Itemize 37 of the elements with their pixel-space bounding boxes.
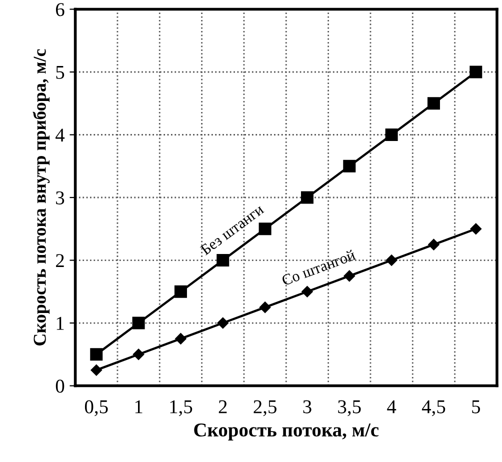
- x-tick-label: 1,5: [170, 400, 192, 416]
- x-tick-label: 1: [135, 400, 142, 414]
- point: [470, 66, 482, 78]
- y-tick-label: 3: [56, 191, 64, 204]
- y-tick-label: 5: [56, 66, 64, 79]
- point: [216, 254, 230, 267]
- point: [343, 160, 356, 172]
- x-tick-label: 4,5: [422, 400, 446, 416]
- point: [217, 317, 228, 329]
- point: [90, 348, 103, 361]
- x-tick-label: 3,5: [338, 400, 361, 416]
- y-tick-label: 0: [56, 380, 64, 393]
- x-tick-label: 5: [472, 400, 480, 414]
- point: [470, 223, 482, 234]
- x-tick-label: 3: [303, 400, 312, 414]
- y-tick-label: 4: [56, 128, 65, 142]
- x-tick-label: 0,5: [84, 400, 108, 416]
- point: [385, 128, 398, 141]
- point: [300, 191, 314, 204]
- y-tick-label: 2: [56, 254, 64, 268]
- point: [174, 285, 187, 298]
- y-axis-title: Скорость потока внутр прибора, м/с: [32, 49, 50, 346]
- point: [302, 286, 313, 298]
- x-tick-label: 2,5: [254, 400, 276, 416]
- x-axis-title: Скорость потока, м/с: [194, 423, 379, 440]
- point: [386, 254, 398, 266]
- point: [175, 333, 186, 344]
- point: [132, 348, 144, 360]
- y-tick-label: 1: [56, 316, 64, 330]
- y-tick-label: 6: [56, 3, 64, 16]
- point: [90, 364, 102, 376]
- point: [428, 238, 440, 250]
- x-tick-label: 4: [387, 400, 396, 414]
- point: [427, 97, 440, 110]
- x-tick-label: 2: [218, 400, 227, 414]
- point: [132, 316, 145, 330]
- point: [259, 302, 271, 313]
